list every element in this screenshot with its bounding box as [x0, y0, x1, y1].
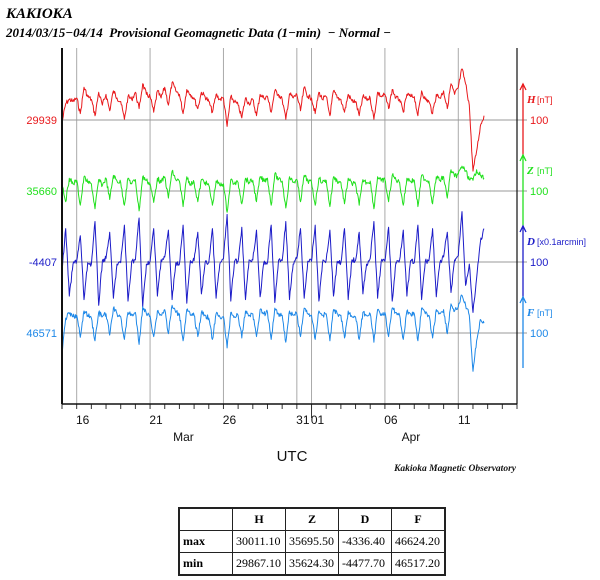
table-cell: 46624.20 [391, 530, 446, 553]
arrowhead-icon [519, 153, 527, 162]
table-header: H [232, 507, 286, 531]
arrowhead-icon [519, 295, 527, 304]
arrowhead-icon [519, 82, 527, 91]
table-header: D [338, 507, 392, 531]
x-tick-label: 21 [149, 413, 163, 427]
x-tick-label: 26 [223, 413, 237, 427]
month-label: Mar [173, 430, 194, 444]
x-tick-label: 06 [384, 413, 398, 427]
x-tick-label: 01 [311, 413, 325, 427]
scale-label: 100 [530, 186, 548, 198]
trace-Z [61, 165, 485, 213]
table-cell: 46517.20 [391, 552, 446, 576]
chart-subtitle: 2014/03/15−04/14 Provisional Geomagnetic… [6, 25, 392, 40]
baseline-label: 46571 [26, 328, 57, 340]
table-row-min: min 29867.10 35624.30 -4477.70 46517.20 [178, 552, 446, 576]
table-header: Z [285, 507, 339, 531]
labels: 16 21 26 31 01 06 11 Mar Apr UTC Kakioka Magnetic … [26, 94, 586, 474]
trace-F [61, 294, 485, 372]
table-header-row: H Z D F [178, 507, 446, 531]
series-name: H [526, 94, 536, 106]
trace-H [61, 68, 485, 172]
table-header: F [391, 507, 446, 531]
table-cell: 35624.30 [285, 552, 339, 576]
geomagnetic-chart: 16 21 26 31 01 06 11 Mar Apr UTC Kakioka Magnetic … [26, 48, 586, 474]
baseline-label: 35660 [26, 186, 57, 198]
stats-table: H Z D F max 30011.10 35695.50 -4336.40 4… [178, 507, 446, 576]
x-tick-label: 31 [296, 413, 310, 427]
station-title: KAKIOKA [6, 6, 73, 22]
grid [62, 48, 527, 404]
month-label: Apr [402, 430, 421, 444]
series-name: D [526, 236, 535, 248]
series-unit: [nT] [537, 308, 553, 318]
credit-label: Kakioka Magnetic Observatory [393, 464, 517, 474]
table-header [178, 507, 233, 531]
row-label: max [178, 530, 233, 553]
row-label: min [178, 552, 233, 576]
table-row-max: max 30011.10 35695.50 -4336.40 46624.20 [178, 530, 446, 553]
trace-D [61, 211, 485, 313]
series-unit: [x0.1arcmin] [537, 237, 586, 247]
scale-label: 100 [530, 115, 548, 127]
table-cell: 30011.10 [232, 530, 286, 553]
table-cell: 35695.50 [285, 530, 339, 553]
table-cell: -4477.70 [338, 552, 392, 576]
table-cell: 29867.10 [232, 552, 286, 576]
x-axis-title: UTC [277, 448, 308, 465]
baseline-label: -4407 [29, 257, 57, 269]
series-unit: [nT] [537, 95, 553, 105]
scale-label: 100 [530, 257, 548, 269]
table-cell: -4336.40 [338, 530, 392, 553]
baseline-label: 29939 [26, 115, 57, 127]
series-name: Z [526, 165, 534, 177]
traces [61, 68, 485, 372]
series-unit: [nT] [537, 166, 553, 176]
arrowhead-icon [519, 224, 527, 233]
x-tick-label: 16 [76, 413, 90, 427]
axes [61, 48, 527, 418]
scale-label: 100 [530, 328, 548, 340]
x-tick-label: 11 [458, 413, 471, 427]
series-name: F [526, 307, 535, 319]
